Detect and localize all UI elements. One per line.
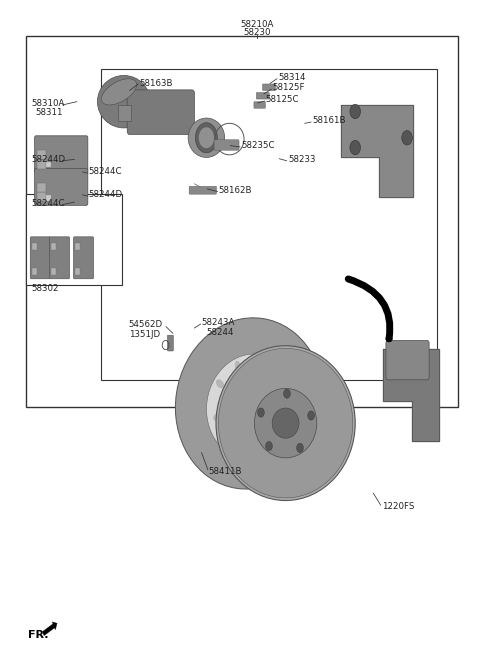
Ellipse shape <box>218 348 353 498</box>
FancyBboxPatch shape <box>35 169 88 205</box>
Text: 58314: 58314 <box>278 73 306 82</box>
FancyBboxPatch shape <box>30 237 50 279</box>
FancyArrowPatch shape <box>348 279 390 338</box>
Ellipse shape <box>206 354 298 459</box>
Text: 1351JD: 1351JD <box>129 330 160 339</box>
Circle shape <box>258 408 264 417</box>
Ellipse shape <box>272 408 299 438</box>
Bar <box>37 183 46 192</box>
Circle shape <box>308 411 314 420</box>
Ellipse shape <box>229 432 236 443</box>
Bar <box>37 160 46 169</box>
Ellipse shape <box>101 79 137 105</box>
Circle shape <box>199 127 214 148</box>
Ellipse shape <box>188 118 225 157</box>
Bar <box>51 243 56 250</box>
Text: 58210A: 58210A <box>240 20 274 29</box>
Ellipse shape <box>252 436 258 448</box>
Polygon shape <box>383 349 439 441</box>
FancyBboxPatch shape <box>127 90 194 134</box>
Circle shape <box>350 140 360 155</box>
FancyBboxPatch shape <box>256 92 269 99</box>
Text: 58311: 58311 <box>35 108 62 117</box>
Text: 58235C: 58235C <box>241 141 275 150</box>
Text: 58244C: 58244C <box>31 199 65 208</box>
Bar <box>75 243 80 250</box>
Text: 58230: 58230 <box>243 28 271 37</box>
Circle shape <box>284 389 290 398</box>
Bar <box>32 243 37 250</box>
Text: 1220FS: 1220FS <box>382 502 414 511</box>
Ellipse shape <box>275 379 283 388</box>
Ellipse shape <box>272 424 279 434</box>
Bar <box>118 105 131 121</box>
FancyBboxPatch shape <box>254 102 265 108</box>
Ellipse shape <box>175 318 324 489</box>
Text: 58233: 58233 <box>288 155 315 164</box>
Bar <box>46 195 51 201</box>
Bar <box>51 268 56 275</box>
Text: 58244: 58244 <box>206 328 234 337</box>
Bar <box>32 268 37 275</box>
FancyBboxPatch shape <box>35 136 88 173</box>
Bar <box>26 36 458 407</box>
Text: 58244D: 58244D <box>89 190 123 199</box>
Bar <box>46 162 51 167</box>
Text: 58163B: 58163B <box>139 79 173 88</box>
Ellipse shape <box>254 388 317 458</box>
Text: 58125C: 58125C <box>265 95 299 104</box>
FancyBboxPatch shape <box>263 84 276 91</box>
Ellipse shape <box>216 346 355 501</box>
FancyBboxPatch shape <box>49 237 70 279</box>
Circle shape <box>402 131 412 145</box>
Text: 58243A: 58243A <box>202 318 235 327</box>
Text: 58310A: 58310A <box>31 99 65 108</box>
FancyArrow shape <box>42 622 57 636</box>
Ellipse shape <box>258 361 264 372</box>
Circle shape <box>350 104 360 119</box>
Polygon shape <box>341 105 413 197</box>
FancyBboxPatch shape <box>189 186 216 194</box>
Ellipse shape <box>97 75 150 128</box>
Ellipse shape <box>213 413 222 421</box>
Text: 58244D: 58244D <box>31 155 65 164</box>
Bar <box>26 194 122 285</box>
Text: 58244C: 58244C <box>89 167 122 176</box>
Text: 58125F: 58125F <box>272 83 305 92</box>
Ellipse shape <box>216 379 224 388</box>
FancyBboxPatch shape <box>386 340 429 380</box>
Ellipse shape <box>235 361 241 372</box>
Text: 58411B: 58411B <box>209 466 242 476</box>
Bar <box>101 69 437 380</box>
Text: 54562D: 54562D <box>129 320 163 329</box>
Bar <box>37 150 46 159</box>
Text: 58162B: 58162B <box>218 186 252 195</box>
FancyBboxPatch shape <box>168 335 173 351</box>
Bar <box>37 192 46 201</box>
Circle shape <box>297 443 303 453</box>
Text: 58161B: 58161B <box>312 116 346 125</box>
Text: FR.: FR. <box>28 630 48 640</box>
FancyBboxPatch shape <box>214 140 239 150</box>
Circle shape <box>195 123 217 153</box>
Circle shape <box>265 441 272 451</box>
Text: 58302: 58302 <box>31 284 59 293</box>
FancyBboxPatch shape <box>73 237 94 279</box>
Bar <box>75 268 80 275</box>
